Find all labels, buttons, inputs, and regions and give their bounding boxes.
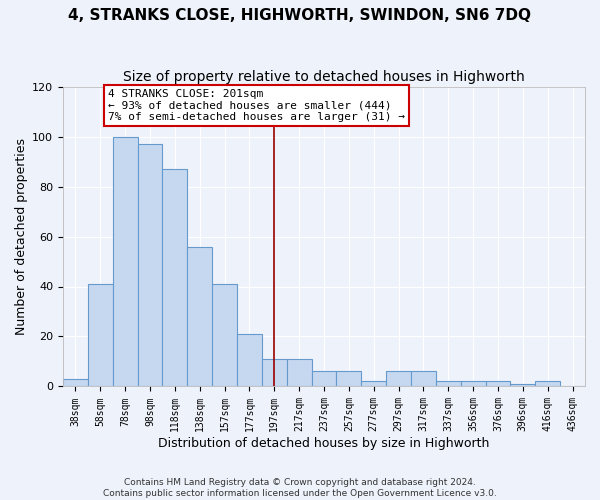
Text: 4, STRANKS CLOSE, HIGHWORTH, SWINDON, SN6 7DQ: 4, STRANKS CLOSE, HIGHWORTH, SWINDON, SN… — [68, 8, 532, 22]
Y-axis label: Number of detached properties: Number of detached properties — [15, 138, 28, 335]
Text: Contains HM Land Registry data © Crown copyright and database right 2024.
Contai: Contains HM Land Registry data © Crown c… — [103, 478, 497, 498]
Bar — [212, 284, 237, 386]
Bar — [137, 144, 163, 386]
Bar — [262, 359, 287, 386]
Bar — [113, 136, 137, 386]
Text: 4 STRANKS CLOSE: 201sqm
← 93% of detached houses are smaller (444)
7% of semi-de: 4 STRANKS CLOSE: 201sqm ← 93% of detache… — [108, 89, 405, 122]
Bar — [88, 284, 113, 386]
Bar — [187, 246, 212, 386]
Title: Size of property relative to detached houses in Highworth: Size of property relative to detached ho… — [123, 70, 525, 84]
Bar — [163, 169, 187, 386]
Bar — [485, 382, 511, 386]
Bar — [311, 372, 337, 386]
Bar — [361, 382, 386, 386]
Bar — [337, 372, 361, 386]
Bar — [436, 382, 461, 386]
Bar — [287, 359, 311, 386]
Bar — [461, 382, 485, 386]
Bar — [386, 372, 411, 386]
Bar — [411, 372, 436, 386]
X-axis label: Distribution of detached houses by size in Highworth: Distribution of detached houses by size … — [158, 437, 490, 450]
Bar — [535, 382, 560, 386]
Bar — [63, 379, 88, 386]
Bar — [511, 384, 535, 386]
Bar — [237, 334, 262, 386]
